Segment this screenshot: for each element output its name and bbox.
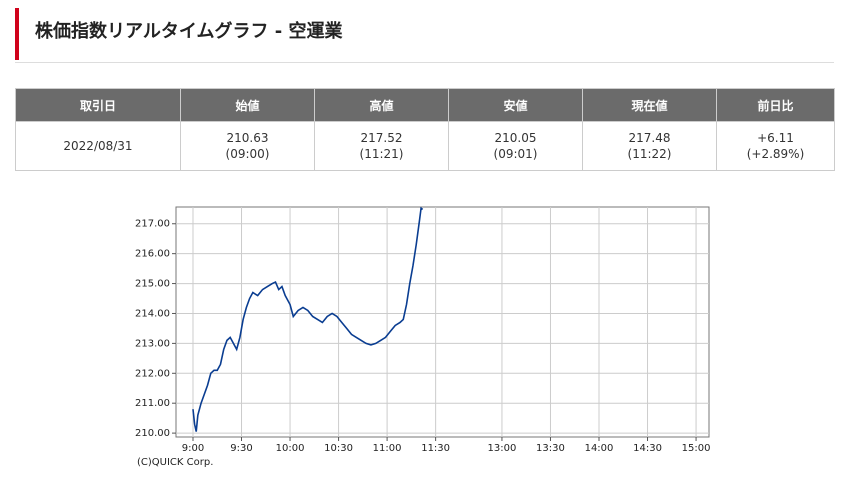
y-tick-label: 217.00 xyxy=(135,219,170,230)
cell-time: (11:22) xyxy=(627,147,672,161)
header-row: 取引日 始値 高値 安値 現在値 前日比 xyxy=(15,88,835,122)
cell-time: (09:01) xyxy=(493,147,538,161)
price-table: 取引日 始値 高値 安値 現在値 前日比 2022/08/31 210.63 (0… xyxy=(15,88,835,171)
cell: 2022/08/31 xyxy=(15,121,181,171)
x-tick-label: 11:00 xyxy=(373,443,402,454)
column-header: 高値 xyxy=(314,88,449,122)
cell: 217.52 (11:21) xyxy=(314,121,449,171)
cell-text: 2022/08/31 xyxy=(63,139,133,153)
y-tick-label: 215.00 xyxy=(135,279,170,290)
x-tick-label: 13:00 xyxy=(488,443,517,454)
cell-time: (09:00) xyxy=(225,147,270,161)
x-tick-label: 15:00 xyxy=(682,443,711,454)
copyright: (C)QUICK Corp. xyxy=(137,457,213,468)
x-tick-label: 10:00 xyxy=(276,443,305,454)
x-tick-label: 14:30 xyxy=(633,443,662,454)
y-tick-label: 211.00 xyxy=(135,398,170,409)
cell-value: 210.05 xyxy=(494,131,537,145)
cell: 210.63 (09:00) xyxy=(180,121,315,171)
y-tick-label: 213.00 xyxy=(135,338,170,349)
page-title: 株価指数リアルタイムグラフ - 空運業 xyxy=(15,8,342,60)
data-row: 2022/08/31 210.63 (09:00) 217.52 (11:21) 2… xyxy=(15,121,835,171)
column-header: 現在値 xyxy=(582,88,717,122)
x-tick-label: 13:30 xyxy=(536,443,565,454)
x-tick-label: 10:30 xyxy=(324,443,353,454)
x-tick-label: 11:30 xyxy=(421,443,450,454)
y-tick-label: 214.00 xyxy=(135,308,170,319)
cell: +6.11 (+2.89%) xyxy=(716,121,835,171)
cell: 210.05 (09:01) xyxy=(448,121,583,171)
plot-area xyxy=(175,206,710,438)
y-tick-label: 212.00 xyxy=(135,368,170,379)
column-header: 安値 xyxy=(448,88,583,122)
y-tick-label: 210.00 xyxy=(135,428,170,439)
x-tick-label: 9:30 xyxy=(230,443,252,454)
x-tick-label: 14:00 xyxy=(585,443,614,454)
cell-value: 217.52 xyxy=(360,131,403,145)
divider xyxy=(15,62,834,63)
x-tick-label: 9:00 xyxy=(182,443,204,454)
cell: 217.48 (11:22) xyxy=(582,121,717,171)
cell-time: (11:21) xyxy=(359,147,404,161)
cell-value: 217.48 xyxy=(628,131,671,145)
cell-value: 210.63 xyxy=(226,131,269,145)
cell-value: +6.11 xyxy=(757,131,794,145)
column-header: 始値 xyxy=(180,88,315,122)
column-header: 取引日 xyxy=(15,88,181,122)
y-tick-label: 216.00 xyxy=(135,249,170,260)
column-header: 前日比 xyxy=(716,88,835,122)
price-line xyxy=(192,206,424,432)
cell-change: (+2.89%) xyxy=(746,147,805,161)
chart: (C)QUICK Corp. 210.00 211.00 212.00 213.00 2… xyxy=(135,206,711,468)
